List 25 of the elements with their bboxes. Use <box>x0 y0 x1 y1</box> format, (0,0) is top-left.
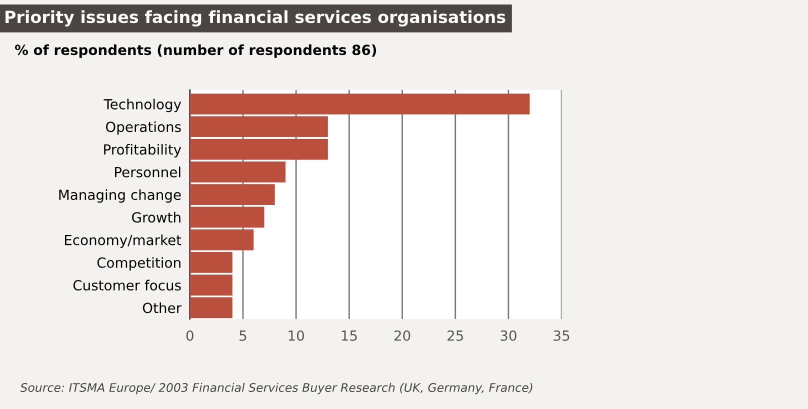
x-tick-label: 25 <box>448 330 463 341</box>
bar <box>190 138 328 160</box>
y-tick-label: Personnel <box>115 166 180 178</box>
y-tick-label: Profitability <box>104 144 182 158</box>
y-tick-label: Managing change <box>59 189 181 203</box>
x-tick-label: 5 <box>240 330 246 341</box>
chart-subtitle: % of respondents (number of respondents 86) <box>14 44 376 58</box>
bar <box>190 229 254 250</box>
x-tick-label: 30 <box>500 330 516 341</box>
bar <box>190 206 264 228</box>
y-tick-label: Customer focus <box>73 280 181 291</box>
x-tick-label: 10 <box>288 330 304 341</box>
x-tick-label: 15 <box>342 330 357 341</box>
y-tick-label: Growth <box>132 212 180 223</box>
source-note: Source: ITSMA Europe/ 2003 Financial Services Buyer Research (UK, Germany, France) <box>20 382 532 394</box>
x-tick-label: 35 <box>554 330 570 341</box>
y-tick-label: Technology <box>104 98 182 112</box>
y-tick-label: Other <box>142 302 182 314</box>
x-tick-label: 0 <box>186 330 194 341</box>
y-tick-label: Operations <box>106 121 181 135</box>
chart-title: Priority issues facing financial services organisations <box>6 10 506 27</box>
x-tick-label: 20 <box>394 330 410 341</box>
y-tick-label: Economy/market <box>64 234 182 248</box>
y-tick-label: Competition <box>97 257 180 271</box>
bar <box>190 297 232 318</box>
